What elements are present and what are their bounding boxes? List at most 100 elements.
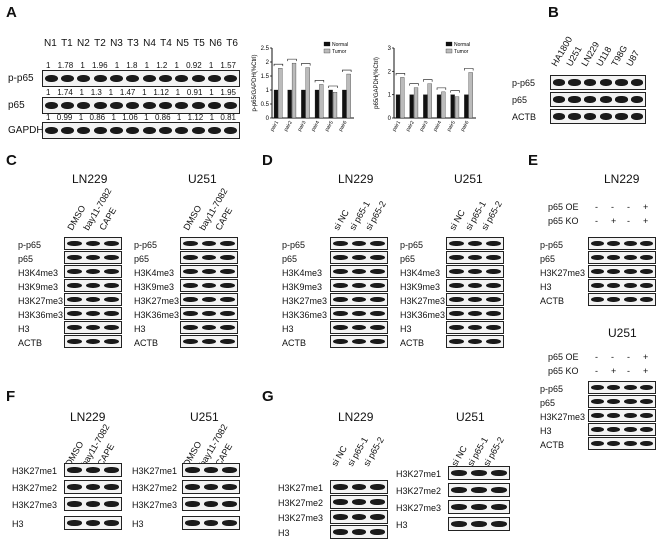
blot-band [370, 499, 386, 505]
condition-mark: - [611, 202, 614, 212]
bar-normal [450, 94, 455, 119]
quant-value: 1 [46, 61, 51, 70]
cell-line-title: LN229 [338, 172, 374, 186]
blot-band [351, 484, 367, 490]
blot-strip [64, 293, 122, 306]
blot-row-label: H3K27me3 [132, 500, 178, 510]
blot-band [85, 240, 101, 247]
blot-band [552, 79, 566, 86]
blot-strip [180, 279, 238, 292]
blot-band [66, 324, 82, 331]
blot-band [451, 521, 467, 527]
blot-band [471, 504, 487, 510]
quant-row-gapdh: 1 0.99 1 0.86 1 1.06 1 0.86 1 1.12 1 0.81 [46, 113, 236, 122]
blot-strip [550, 109, 646, 124]
blot-band [66, 501, 82, 507]
blot-band [332, 338, 348, 345]
lane-label: N6 [209, 38, 222, 49]
panel-label-f: F [6, 388, 16, 405]
blot-band [630, 113, 644, 120]
blot-band [607, 412, 621, 419]
blot-band [220, 296, 236, 303]
quant-value: 1 [114, 61, 120, 70]
blot-strip [42, 97, 240, 114]
quant-value: 1 [144, 61, 150, 70]
blot-strip [64, 480, 122, 494]
blot-band [184, 484, 200, 490]
blot-band [332, 268, 348, 275]
blot-row-label: ACTB [134, 338, 159, 348]
blot-strip [64, 463, 122, 477]
blot-band [44, 126, 58, 135]
blot-band [370, 529, 386, 535]
blot-band [222, 520, 238, 526]
quant-value: 1 [142, 88, 147, 97]
blot-row-label: p-p65 [400, 240, 424, 250]
condition-mark: - [627, 352, 630, 362]
blot-strip [182, 516, 240, 530]
blot-band [491, 504, 507, 510]
blot-strip [180, 265, 238, 278]
blot-row-label: H3K27me1 [12, 466, 58, 476]
cell-line-title: U251 [454, 172, 483, 186]
blot-band [590, 268, 604, 275]
blot-band [640, 426, 654, 433]
blot-band [607, 268, 621, 275]
blot-band [640, 268, 654, 275]
blot-row-label: H3 [400, 324, 412, 334]
condition-mark: + [611, 366, 617, 376]
legend-swatch [445, 41, 453, 47]
blot-band [486, 254, 502, 261]
blot-band [85, 501, 101, 507]
blot-band [467, 282, 483, 289]
blot-strip [550, 92, 646, 107]
blot-band [66, 467, 82, 473]
blot-strip [330, 251, 388, 264]
blot-band [370, 338, 386, 345]
bar-normal [328, 89, 333, 119]
blot-band [332, 499, 348, 505]
legend-label: Normal [454, 42, 470, 48]
blot-band [467, 338, 483, 345]
blot-band [451, 504, 467, 510]
significance-bracket [328, 85, 338, 88]
blot-row-label: ACTB [512, 112, 537, 122]
blot-row-label: p-p65 [540, 384, 564, 394]
blot-band [220, 338, 236, 345]
legend-swatch [323, 41, 331, 47]
blot-band [486, 324, 502, 331]
x-tick-label: pair5 [324, 120, 335, 133]
bar-normal [436, 94, 442, 119]
blot-band [191, 101, 205, 110]
blot-band [85, 254, 101, 261]
cell-line-title: U251 [190, 410, 219, 424]
lane-label: N3 [110, 38, 123, 49]
blot-band [568, 113, 581, 120]
blot-band [191, 74, 205, 83]
blot-band [201, 240, 217, 247]
quant-value: 1.12 [187, 113, 204, 122]
blot-band [182, 310, 198, 317]
legend-swatch [445, 48, 453, 54]
blot-strip [330, 335, 388, 348]
blot-band [332, 484, 348, 490]
blot-row-label: GAPDH [8, 125, 44, 136]
quant-value: 1.78 [57, 61, 74, 70]
quant-value: 1.12 [153, 88, 169, 97]
blot-band [448, 240, 464, 247]
quant-value: 1 [175, 88, 181, 97]
quant-value: 1.3 [90, 88, 102, 97]
blot-strip [182, 480, 240, 494]
blot-band [640, 240, 654, 247]
blot-band [351, 282, 367, 289]
blot-row-label: H3K27me2 [278, 498, 324, 508]
blot-band [370, 324, 386, 331]
blot-strip [180, 237, 238, 250]
blot-band [583, 79, 597, 86]
blot-row-label: H3 [132, 519, 144, 529]
blot-band [44, 74, 58, 83]
blot-band [370, 514, 386, 520]
blot-band [623, 268, 637, 275]
quant-value: 1 [80, 61, 85, 70]
cell-line-title: U251 [456, 410, 485, 424]
